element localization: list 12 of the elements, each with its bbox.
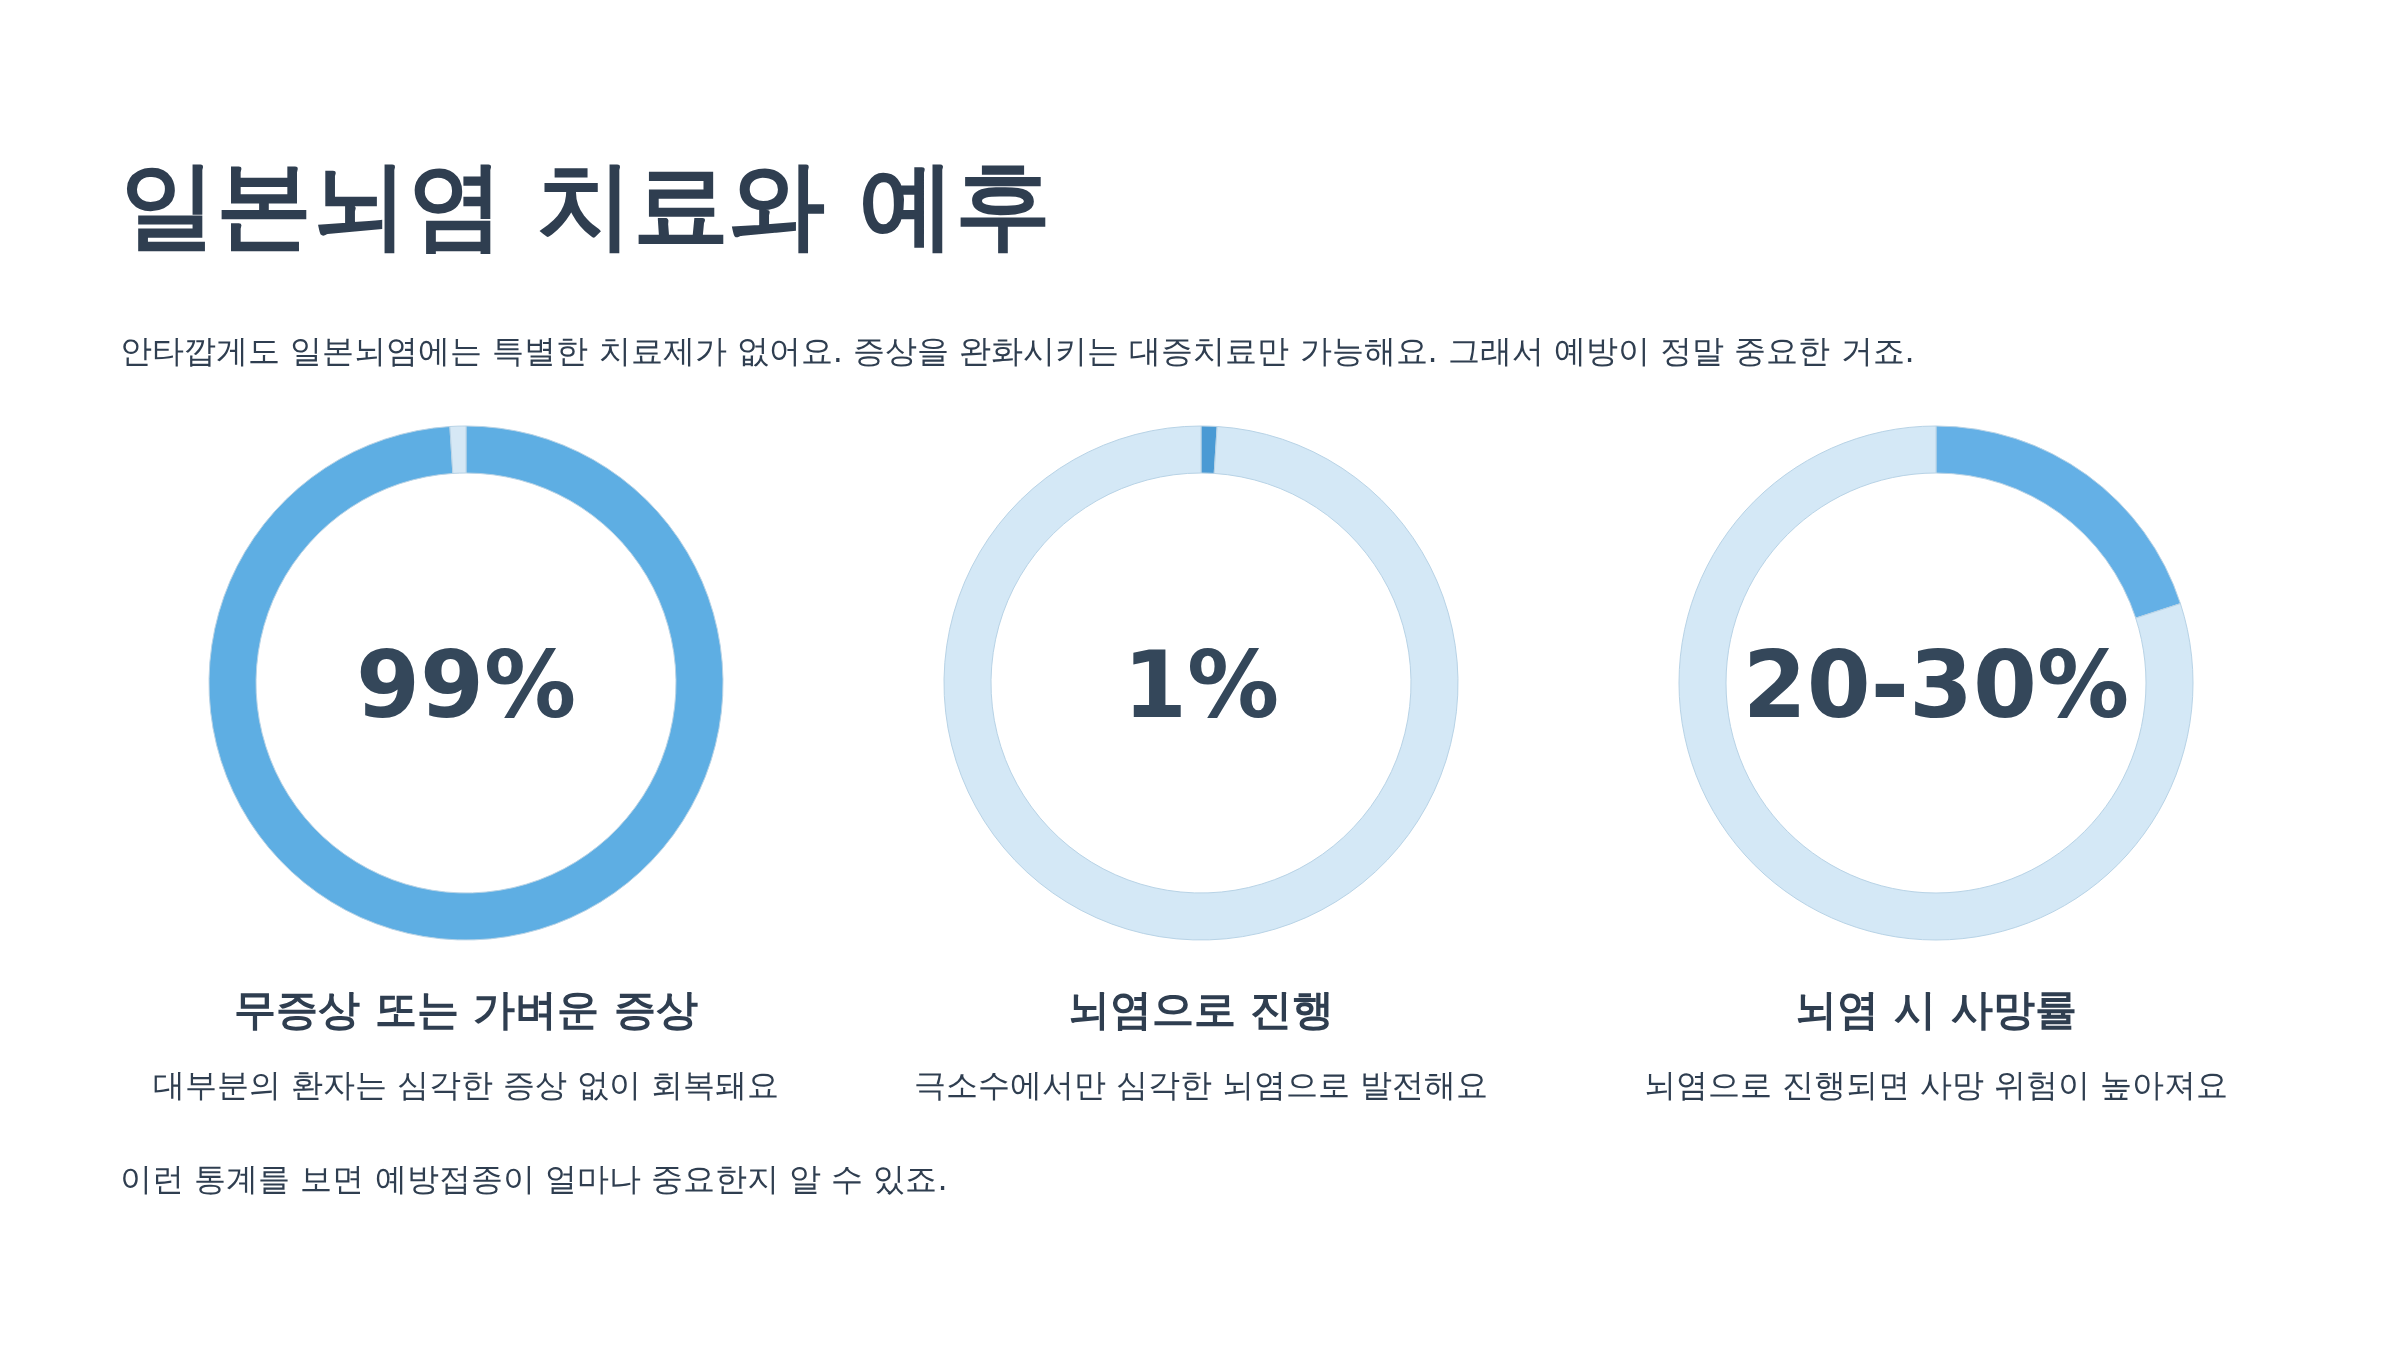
text: 대부분의 환자는 심각한 증상 없이 회복돼요 [152,1066,780,1104]
text: 1% [1122,632,1280,739]
text: 뇌염 시 사망률 [1795,985,2077,1034]
text: 극소수에서만 심각한 뇌염으로 발전해요 [913,1066,1489,1104]
text: 뇌염으로 진행 [1067,985,1335,1034]
text: 일본뇌염 치료와 예후 [120,149,1051,261]
text: 뇌염으로 진행되면 사망 위험이 높아져요 [1643,1066,2229,1104]
text: 99% [355,632,577,739]
text: 이런 통계를 보면 예방접종이 얼마나 중요한지 알 수 있죠. [120,1160,948,1198]
text: 안타깝게도 일본뇌염에는 특별한 치료제가 없어요. 증상을 완화시키는 대증치료만 가능해요. 그래서 예방이 정말 중요한 거죠. [120,332,1915,370]
text: 무증상 또는 가벼운 증상 [234,985,698,1034]
text: 20-30% [1742,632,2130,739]
